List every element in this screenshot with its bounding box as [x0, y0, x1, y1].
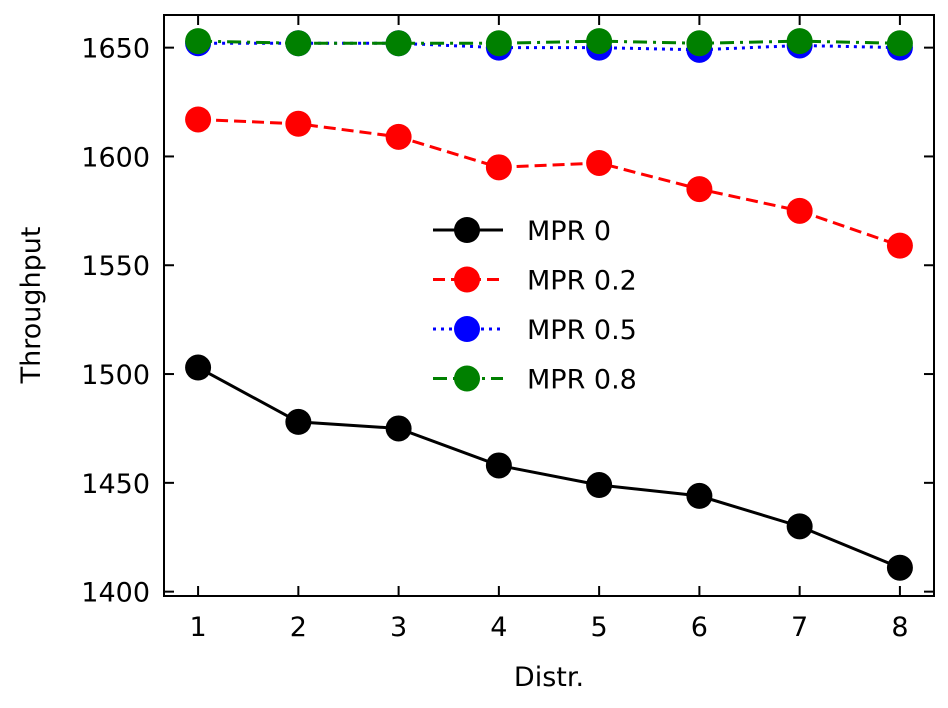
y-tick-label: 1450 [81, 469, 150, 500]
x-tick-label: 4 [490, 612, 507, 643]
y-tick-label: 1650 [81, 34, 150, 65]
y-axis-title: Throughput [16, 227, 47, 385]
x-tick-label: 2 [290, 612, 307, 643]
data-point-mpr-0-2 [886, 232, 913, 259]
legend-item-mpr-0-2: MPR 0.2 [433, 266, 637, 297]
y-tick-label: 1600 [81, 142, 150, 173]
legend-label: MPR 0.8 [527, 365, 637, 396]
data-point-mpr-0-2 [485, 154, 512, 181]
series-line-mpr-0-2 [198, 117, 901, 248]
legend-marker [454, 217, 480, 243]
data-point-mpr-0 [886, 554, 913, 581]
data-point-mpr-0-8 [886, 30, 913, 57]
legend-label: MPR 0 [527, 216, 611, 247]
legend-item-mpr-0-5: MPR 0.5 [433, 315, 637, 346]
data-point-mpr-0-8 [586, 28, 613, 55]
series-line-mpr-0-5 [198, 41, 900, 52]
data-point-mpr-0-8 [185, 28, 212, 55]
data-point-mpr-0 [485, 452, 512, 479]
x-tick-label: 6 [691, 612, 708, 643]
legend-marker [454, 266, 480, 293]
legend-item-mpr-0-8: MPR 0.8 [433, 365, 637, 396]
data-point-mpr-0-2 [385, 123, 412, 150]
legend: MPR 0 MPR 0.2 MPR 0.5 MPR 0.8 [433, 216, 637, 396]
legend-item-mpr-0: MPR 0 [433, 216, 611, 247]
y-tick-label: 1550 [81, 251, 150, 282]
legend-marker [454, 365, 480, 392]
x-tick-label: 1 [189, 612, 206, 643]
data-point-mpr-0-8 [786, 28, 813, 55]
series-line-mpr-0 [197, 366, 901, 570]
x-axis-title: Distr. [514, 662, 584, 693]
plot-frame [163, 14, 935, 597]
legend-marker [454, 316, 480, 342]
data-point-mpr-0 [285, 408, 312, 435]
series-mpr-0-2 [185, 106, 913, 259]
data-point-mpr-0-8 [485, 30, 512, 57]
data-point-mpr-0-2 [285, 110, 312, 137]
x-tick-label: 5 [591, 612, 608, 643]
data-point-mpr-0-8 [686, 30, 713, 57]
legend-label: MPR 0.5 [527, 315, 637, 346]
series-mpr-0-8 [185, 28, 913, 57]
legend-label: MPR 0.2 [527, 266, 637, 297]
x-tick-label: 8 [891, 612, 908, 643]
series-mpr-0 [185, 354, 913, 581]
data-point-mpr-0-2 [686, 176, 713, 203]
y-tick-label: 1500 [81, 360, 150, 391]
data-point-mpr-0-8 [285, 30, 312, 57]
data-point-mpr-0 [586, 472, 613, 499]
data-point-mpr-0-2 [586, 149, 613, 176]
data-point-mpr-0-2 [185, 106, 212, 133]
x-tick-label: 3 [390, 612, 407, 643]
data-point-mpr-0 [385, 415, 412, 442]
x-tick-label: 7 [791, 612, 808, 643]
y-tick-label: 1400 [81, 578, 150, 609]
data-point-mpr-0-8 [385, 30, 412, 57]
series-line-mpr-0-8 [198, 39, 900, 45]
data-point-mpr-0 [686, 482, 713, 509]
data-point-mpr-0-2 [786, 197, 813, 224]
data-point-mpr-0 [786, 513, 813, 540]
data-point-mpr-0 [185, 354, 212, 381]
